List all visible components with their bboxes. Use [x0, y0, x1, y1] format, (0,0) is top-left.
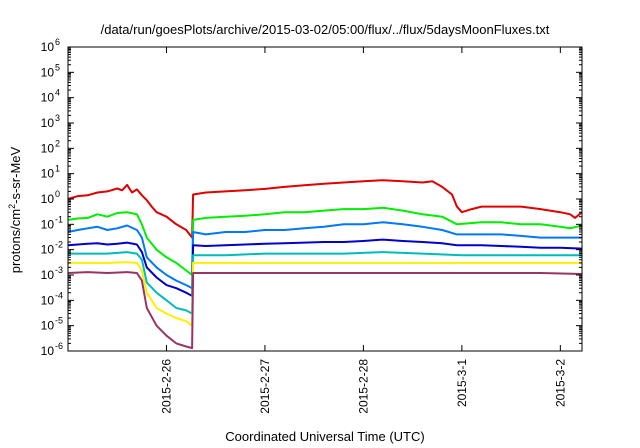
series-line-3 — [67, 221, 582, 290]
x-tick-label: 2015-2-26 — [159, 359, 173, 414]
y-tick-label: 10-6 — [41, 341, 63, 358]
y-tick-label: 10-3 — [41, 265, 63, 282]
x-tick-label: 2015-3-2 — [553, 359, 567, 407]
y-tick-label: 10-5 — [41, 316, 63, 333]
x-tick-label: 2015-3-1 — [455, 359, 469, 407]
series-line-1 — [67, 179, 583, 239]
y-axis-label: protons/cm2-s-sr-MeV — [7, 146, 23, 273]
y-axis: 10-6 10-5 10-4 10-3 10-2 10-1 100 101 102 103 104 1… — [41, 37, 582, 358]
x-tick-label: 2015-2-28 — [356, 359, 370, 414]
y-tick-label: 105 — [41, 62, 60, 79]
y-label-sup: 2 — [7, 204, 17, 209]
y-tick-label: 101 — [41, 164, 60, 181]
x-tick-label: 2015-2-27 — [258, 359, 272, 414]
series-line-4 — [67, 238, 583, 297]
x-axis: 2015-2-26 2015-2-27 2015-2-28 2015-3-1 2015-… — [159, 47, 567, 414]
series-line-7 — [67, 271, 583, 350]
y-tick-label: 106 — [41, 37, 60, 54]
y-tick-label: 10-2 — [41, 240, 63, 257]
y-tick-label: 102 — [41, 138, 60, 155]
y-label-part-2: -s-sr-MeV — [8, 146, 23, 203]
series-group — [67, 179, 583, 350]
y-tick-label: 100 — [41, 189, 60, 206]
y-tick-label: 104 — [41, 88, 60, 105]
y-tick-label: 10-4 — [41, 290, 63, 307]
y-tick-label: 103 — [41, 113, 60, 130]
y-label-part-1: protons/cm — [8, 209, 23, 273]
x-axis-label: Coordinated Universal Time (UTC) — [225, 429, 424, 444]
chart-title: /data/run/goesPlots/archive/2015-03-02/0… — [101, 22, 550, 37]
y-tick-label: 10-1 — [41, 214, 63, 231]
series-line-2 — [67, 206, 583, 276]
